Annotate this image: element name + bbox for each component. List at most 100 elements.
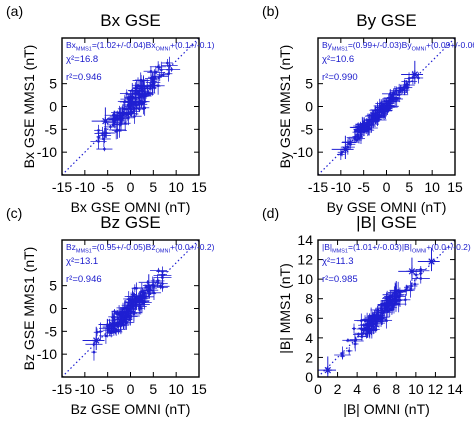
x-tick-label: 12	[428, 381, 444, 397]
x-tick-label: 0	[127, 381, 135, 397]
data-point	[345, 139, 356, 149]
point-marker	[403, 85, 406, 89]
y-tick-label: 8	[305, 291, 313, 307]
data-point	[411, 278, 419, 290]
x-tick-label: -10	[75, 381, 95, 397]
fit-sub1: MMS1	[76, 47, 92, 53]
data-point	[363, 127, 369, 134]
point-marker	[135, 298, 139, 302]
point-marker	[360, 327, 363, 331]
y-tick-label: 5	[305, 76, 313, 92]
point-marker	[92, 342, 96, 346]
data-point	[127, 94, 137, 103]
data-point	[163, 66, 181, 72]
data-points	[318, 247, 440, 377]
y-tick-label: 0	[305, 99, 313, 115]
data-point	[357, 332, 367, 341]
point-marker	[156, 65, 160, 69]
fit-equation: BxMMS1=(1.02+/-0.04)BxOMNI+(0.1+/-0.1)	[66, 40, 215, 53]
data-point	[118, 315, 132, 327]
point-marker	[406, 86, 409, 90]
point-marker	[135, 85, 138, 89]
y-tick-label: 6	[305, 310, 313, 326]
point-marker	[156, 280, 160, 284]
point-marker	[387, 300, 391, 304]
x-axis-label: |B| OMNI (nT)	[343, 401, 430, 417]
data-point	[345, 346, 353, 355]
point-marker	[149, 69, 153, 73]
y-tick-label: 4	[305, 330, 313, 346]
x-tick-label: -5	[101, 179, 114, 195]
highlight-point	[135, 274, 157, 298]
data-point	[355, 123, 366, 130]
fit-pre: |B|	[322, 242, 332, 252]
data-point	[132, 80, 140, 95]
data-point	[354, 124, 358, 138]
point-marker	[349, 142, 352, 146]
fit-equation: BzMMS1=(0.95+/-0.05)BzOMNI+(0.0+/-0.2)	[66, 242, 215, 255]
data-point	[119, 314, 126, 323]
point-marker	[354, 129, 358, 133]
data-point	[374, 315, 388, 327]
x-tick-label: 5	[149, 381, 157, 397]
highlight-point	[318, 356, 337, 377]
point-marker	[160, 68, 163, 72]
fit-sub1: MMS1	[332, 249, 348, 255]
point-marker	[407, 80, 411, 83]
x-tick-label: 10	[168, 179, 184, 195]
x-tick-label: 15	[191, 381, 207, 397]
point-marker	[372, 326, 375, 329]
point-marker	[143, 106, 146, 110]
data-point	[351, 323, 357, 334]
y-tick-label: 0	[305, 369, 313, 385]
r-squared: r²=0.985	[322, 274, 358, 285]
star-marker	[407, 267, 416, 276]
axis-ticks	[317, 239, 456, 378]
point-marker	[370, 329, 373, 332]
point-marker	[161, 276, 164, 279]
x-tick-label: 6	[373, 381, 381, 397]
data-point	[143, 89, 153, 96]
data-point	[122, 96, 138, 114]
point-marker	[368, 323, 371, 327]
point-marker	[161, 73, 165, 77]
y-tick-label: 5	[49, 278, 57, 294]
point-marker	[161, 282, 164, 285]
x-tick-label: -15	[52, 179, 72, 195]
point-marker	[356, 133, 359, 137]
data-point	[389, 93, 398, 103]
data-point	[352, 125, 366, 139]
y-tick-label: 10	[297, 271, 313, 287]
point-marker	[166, 61, 169, 65]
point-marker	[152, 283, 155, 287]
data-point	[405, 81, 410, 95]
highlight-point	[401, 60, 424, 85]
point-marker	[101, 132, 104, 135]
data-point	[156, 72, 170, 77]
x-tick-label: -10	[75, 179, 95, 195]
point-marker	[123, 319, 127, 323]
data-point	[106, 329, 116, 336]
data-point	[157, 285, 168, 290]
point-marker	[419, 277, 423, 280]
data-point	[390, 295, 407, 313]
point-marker	[130, 97, 134, 100]
point-marker	[157, 269, 160, 272]
data-point	[371, 320, 376, 335]
point-marker	[92, 350, 96, 354]
data-point	[132, 77, 144, 94]
data-point	[149, 61, 167, 73]
point-marker	[128, 316, 131, 319]
highlight-point	[98, 310, 121, 335]
data-point	[120, 310, 128, 322]
fit-mid: =(1.02+/-0.04)Bx	[92, 40, 157, 50]
point-marker	[381, 303, 384, 306]
point-marker	[139, 79, 143, 82]
point-marker	[365, 318, 369, 322]
y-tick-label: -5	[301, 121, 314, 137]
point-marker	[357, 130, 361, 134]
x-axis-label: By GSE OMNI (nT)	[327, 199, 447, 215]
fit-post: +(0.0+/-0.2)	[170, 242, 215, 252]
data-point	[99, 319, 117, 338]
